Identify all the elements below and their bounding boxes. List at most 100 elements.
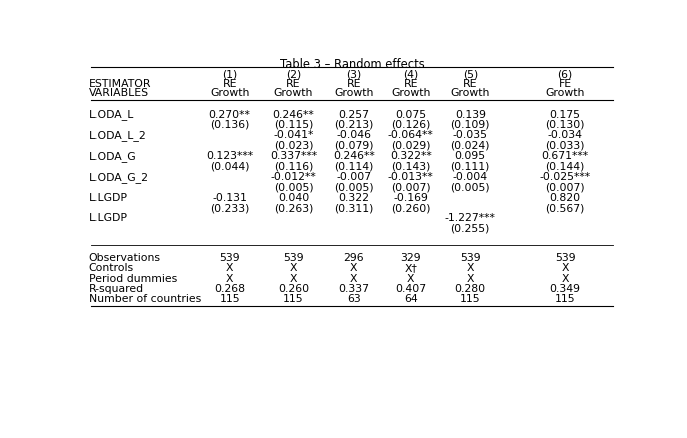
Text: X: X xyxy=(226,263,234,273)
Text: (0.023): (0.023) xyxy=(274,141,313,151)
Text: 0.246**: 0.246** xyxy=(273,110,315,120)
Text: R-squared: R-squared xyxy=(89,284,144,294)
Text: (0.567): (0.567) xyxy=(545,203,585,213)
Text: 0.095: 0.095 xyxy=(455,151,486,161)
Text: 539: 539 xyxy=(460,253,481,263)
Text: (0.109): (0.109) xyxy=(451,120,490,130)
Text: Growth: Growth xyxy=(274,88,313,98)
Text: -1.227***: -1.227*** xyxy=(445,213,496,223)
Text: X: X xyxy=(290,263,297,273)
Text: L.ODA_G: L.ODA_G xyxy=(89,151,136,162)
Text: (0.311): (0.311) xyxy=(334,203,373,213)
Text: (0.213): (0.213) xyxy=(334,120,373,130)
Text: 0.337: 0.337 xyxy=(338,284,369,294)
Text: Number of countries: Number of countries xyxy=(89,294,201,304)
Text: 0.820: 0.820 xyxy=(550,193,581,203)
Text: 296: 296 xyxy=(344,253,364,263)
Text: 0.337***: 0.337*** xyxy=(270,151,317,161)
Text: 0.268: 0.268 xyxy=(214,284,245,294)
Text: 0.123***: 0.123*** xyxy=(206,151,254,161)
Text: Growth: Growth xyxy=(391,88,430,98)
Text: 539: 539 xyxy=(283,253,304,263)
Text: (4): (4) xyxy=(403,70,418,80)
Text: VARIABLES: VARIABLES xyxy=(89,88,148,98)
Text: (0.144): (0.144) xyxy=(545,162,585,172)
Text: -0.041*: -0.041* xyxy=(273,131,314,140)
Text: (0.005): (0.005) xyxy=(451,182,490,192)
Text: X: X xyxy=(290,274,297,283)
Text: -0.046: -0.046 xyxy=(336,131,371,140)
Text: FE: FE xyxy=(559,79,572,89)
Text: X: X xyxy=(350,263,357,273)
Text: ESTIMATOR: ESTIMATOR xyxy=(89,79,151,89)
Text: RE: RE xyxy=(346,79,361,89)
Text: 0.280: 0.280 xyxy=(455,284,486,294)
Text: 115: 115 xyxy=(460,294,481,304)
Text: -0.064**: -0.064** xyxy=(387,131,433,140)
Text: 539: 539 xyxy=(219,253,240,263)
Text: (0.136): (0.136) xyxy=(210,120,249,130)
Text: 0.349: 0.349 xyxy=(550,284,581,294)
Text: Period dummies: Period dummies xyxy=(89,274,177,283)
Text: 64: 64 xyxy=(404,294,418,304)
Text: 0.407: 0.407 xyxy=(395,284,426,294)
Text: Table 3 – Random effects: Table 3 – Random effects xyxy=(280,58,425,71)
Text: (0.079): (0.079) xyxy=(334,141,374,151)
Text: 0.175: 0.175 xyxy=(550,110,581,120)
Text: (0.263): (0.263) xyxy=(274,203,313,213)
Text: (0.005): (0.005) xyxy=(273,182,313,192)
Text: RE: RE xyxy=(463,79,477,89)
Text: -0.012**: -0.012** xyxy=(271,172,317,182)
Text: X: X xyxy=(466,263,474,273)
Text: (0.044): (0.044) xyxy=(210,162,249,172)
Text: (0.007): (0.007) xyxy=(545,182,585,192)
Text: 115: 115 xyxy=(283,294,304,304)
Text: RE: RE xyxy=(223,79,237,89)
Text: (0.233): (0.233) xyxy=(210,203,249,213)
Text: -0.025***: -0.025*** xyxy=(539,172,591,182)
Text: 0.139: 0.139 xyxy=(455,110,486,120)
Text: (0.024): (0.024) xyxy=(451,141,490,151)
Text: 115: 115 xyxy=(554,294,576,304)
Text: -0.131: -0.131 xyxy=(212,193,247,203)
Text: -0.013**: -0.013** xyxy=(387,172,433,182)
Text: 0.075: 0.075 xyxy=(395,110,426,120)
Text: 0.260: 0.260 xyxy=(278,284,309,294)
Text: 0.040: 0.040 xyxy=(278,193,309,203)
Text: Growth: Growth xyxy=(545,88,585,98)
Text: X: X xyxy=(350,274,357,283)
Text: (0.260): (0.260) xyxy=(391,203,430,213)
Text: -0.004: -0.004 xyxy=(453,172,488,182)
Text: L.LGDP: L.LGDP xyxy=(89,193,128,203)
Text: (0.255): (0.255) xyxy=(451,224,490,234)
Text: (0.007): (0.007) xyxy=(391,182,431,192)
Text: X: X xyxy=(407,274,414,283)
Text: (2): (2) xyxy=(286,70,301,80)
Text: 0.257: 0.257 xyxy=(338,110,369,120)
Text: 329: 329 xyxy=(401,253,421,263)
Text: L.ODA_L: L.ODA_L xyxy=(89,110,134,120)
Text: (0.130): (0.130) xyxy=(545,120,585,130)
Text: (0.126): (0.126) xyxy=(391,120,430,130)
Text: 0.322**: 0.322** xyxy=(390,151,431,161)
Text: (0.029): (0.029) xyxy=(391,141,430,151)
Text: 0.322: 0.322 xyxy=(338,193,369,203)
Text: 539: 539 xyxy=(554,253,576,263)
Text: Controls: Controls xyxy=(89,263,134,273)
Text: -0.035: -0.035 xyxy=(453,131,488,140)
Text: (0.005): (0.005) xyxy=(334,182,374,192)
Text: (5): (5) xyxy=(462,70,478,80)
Text: Growth: Growth xyxy=(451,88,490,98)
Text: -0.034: -0.034 xyxy=(548,131,583,140)
Text: X: X xyxy=(466,274,474,283)
Text: 115: 115 xyxy=(219,294,240,304)
Text: -0.169: -0.169 xyxy=(393,193,428,203)
Text: (0.115): (0.115) xyxy=(274,120,313,130)
Text: Growth: Growth xyxy=(210,88,249,98)
Text: X: X xyxy=(561,274,569,283)
Text: 0.246**: 0.246** xyxy=(333,151,374,161)
Text: L.LGDP: L.LGDP xyxy=(89,213,128,223)
Text: X†: X† xyxy=(404,263,417,273)
Text: (0.033): (0.033) xyxy=(545,141,585,151)
Text: 0.270**: 0.270** xyxy=(209,110,251,120)
